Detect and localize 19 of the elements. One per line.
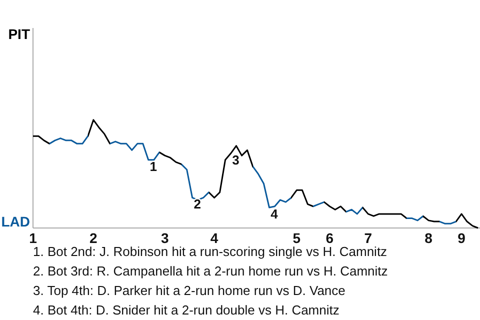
x-tick-label: 1 bbox=[29, 230, 38, 246]
x-tick-label: 2 bbox=[90, 230, 98, 246]
text: 4. Bot 4th: D. Snider hit a 2-run double vs H. Camnitz bbox=[33, 302, 340, 318]
x-tick-label: 3 bbox=[160, 230, 169, 246]
text: PIT bbox=[8, 26, 30, 42]
x-tick-label: 5 bbox=[292, 230, 301, 246]
x-tick-label: 4 bbox=[210, 230, 218, 246]
x-tick-label: 6 bbox=[326, 230, 334, 246]
text: 2. Bot 3rd: R. Campanella hit a 2-run home run vs H. Camnitz bbox=[33, 264, 388, 278]
text: 3. Top 4th: D. Parker hit a 2-run home run vs D. Vance bbox=[33, 283, 346, 298]
annotation: 3 bbox=[232, 152, 240, 168]
text: 1. Bot 2nd: J. Robinson hit a run-scoring single vs H. Camnitz bbox=[33, 244, 388, 259]
x-tick-label: 9 bbox=[458, 230, 466, 246]
annotation: 2 bbox=[194, 196, 201, 212]
text: LAD bbox=[1, 214, 30, 230]
annotation: 4 bbox=[270, 206, 279, 222]
x-tick-label: 7 bbox=[364, 230, 372, 246]
x-tick-label: 8 bbox=[424, 230, 433, 246]
annotation: 1 bbox=[150, 158, 157, 174]
